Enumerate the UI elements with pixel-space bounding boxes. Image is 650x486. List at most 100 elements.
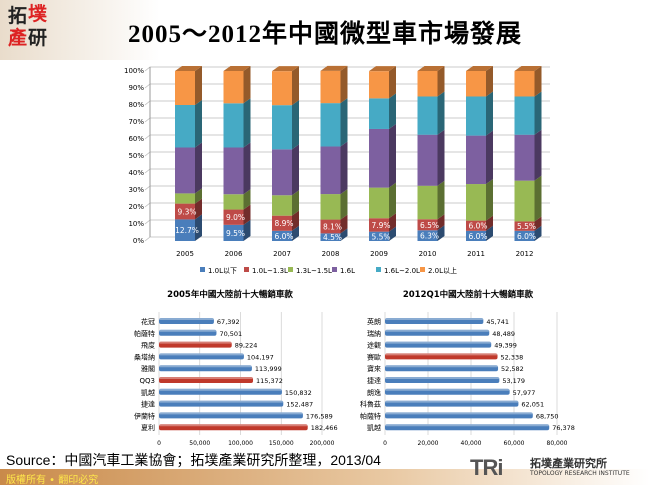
bar-segment-side	[292, 225, 299, 241]
bar-highlight	[159, 388, 282, 391]
bar-segment	[223, 194, 244, 210]
bar-highlight	[385, 341, 492, 344]
bar-segment-side	[195, 214, 202, 241]
bar-segment-top	[320, 65, 348, 71]
bar-highlight	[159, 318, 214, 320]
bar-highlight	[385, 318, 484, 320]
data-label: 9.5%	[226, 229, 245, 238]
bar-highlight	[159, 341, 232, 344]
x-tick-label: 2012	[516, 250, 534, 258]
y-tick-label: 10%	[128, 220, 144, 228]
data-label: 89,224	[235, 342, 258, 350]
bar-segment	[514, 180, 535, 222]
category-label: 途觀	[367, 341, 381, 350]
bar	[385, 329, 490, 336]
data-label: 6.0%	[274, 232, 293, 241]
x-tick-label: 80,000	[547, 440, 568, 447]
data-label: 49,399	[494, 342, 517, 350]
bar-segment-side	[534, 175, 542, 222]
x-tick-label: 150,000	[269, 440, 294, 447]
x-tick-label: 2011	[467, 250, 485, 258]
data-label: 115,372	[256, 377, 283, 385]
x-tick-label: 60,000	[504, 440, 525, 447]
bar-segment-top	[466, 66, 493, 71]
bar-segment-side	[534, 91, 542, 135]
bar-segment-side	[437, 214, 445, 231]
bar-segment-side	[195, 142, 202, 194]
bar-segment-side	[437, 180, 445, 220]
bar-highlight	[159, 400, 284, 403]
category-label: QQ3	[140, 377, 155, 385]
data-label: 150,832	[285, 389, 312, 397]
bar-highlight	[159, 412, 303, 415]
bar-segment	[417, 71, 438, 97]
legend-swatch	[332, 267, 337, 272]
bar-segment-top	[223, 66, 251, 71]
bar-segment-side	[292, 66, 299, 106]
bar-segment	[466, 71, 486, 97]
bar-segment	[466, 184, 486, 221]
bar-segment	[175, 147, 195, 194]
legend-swatch	[200, 267, 205, 272]
bar-segment	[369, 187, 389, 219]
bar-segment	[175, 219, 195, 241]
data-label: 70,501	[219, 330, 242, 338]
data-label: 45,741	[486, 318, 509, 326]
bar-segment	[175, 105, 195, 148]
data-label: 76,378	[552, 424, 575, 432]
y-tick-label: 90%	[128, 84, 144, 92]
bar	[159, 365, 252, 372]
bar-segment-side	[243, 142, 251, 195]
bar-highlight	[385, 377, 500, 379]
bar-highlight	[385, 353, 498, 356]
category-label: 凱越	[141, 388, 155, 397]
y-tick-label: 60%	[128, 135, 144, 143]
bar-segment	[466, 96, 486, 136]
x-tick-label: 2008	[322, 250, 340, 258]
bar-segment-top	[417, 66, 445, 71]
bar-segment-side	[292, 190, 299, 216]
bar-segment-side	[243, 66, 251, 104]
bar-highlight	[385, 400, 519, 403]
category-label: 賽歐	[367, 352, 381, 361]
bar-segment	[223, 71, 244, 104]
bar-segment	[369, 128, 389, 188]
bar-segment-side	[534, 66, 542, 97]
bar-segment-side	[243, 204, 251, 225]
bar-segment	[223, 224, 244, 241]
logo-char: 拓	[8, 5, 28, 27]
data-label: 4.5%	[323, 233, 342, 242]
y-tick-label: 30%	[128, 186, 144, 194]
legend-swatch	[376, 267, 381, 272]
legend-swatch	[244, 267, 249, 272]
x-tick-label: 2009	[370, 250, 388, 258]
page-title: 2005～2012年中國微型車市場發展	[128, 21, 523, 48]
bar-segment-side	[389, 93, 396, 129]
bar	[385, 388, 510, 395]
data-label: 182,466	[311, 424, 338, 432]
x-tick-label: 50,000	[189, 440, 210, 447]
bar	[385, 318, 484, 324]
y-tick-label: 80%	[128, 101, 144, 109]
x-tick-label: 2005	[176, 250, 194, 258]
bar-segment	[417, 230, 438, 241]
bar-segment	[272, 195, 292, 216]
bar-segment	[320, 70, 341, 104]
bar-segment-top	[514, 66, 542, 71]
bar-highlight	[385, 329, 490, 332]
category-label: 花冠	[141, 317, 155, 326]
logo-char: 研	[28, 27, 48, 49]
category-label: 帕薩特	[134, 329, 155, 338]
category-label: 瑞納	[367, 329, 381, 338]
bar-segment-top	[369, 66, 396, 72]
data-label: 152,487	[286, 401, 313, 409]
logo-char: 墣	[28, 3, 48, 25]
bar-segment-side	[340, 189, 348, 220]
bar-segment	[223, 103, 244, 148]
bar-segment	[272, 215, 292, 231]
bar-segment	[272, 105, 292, 150]
bar-segment-side	[486, 91, 493, 136]
bar-segment	[223, 147, 244, 195]
data-label: 104,197	[247, 353, 274, 361]
